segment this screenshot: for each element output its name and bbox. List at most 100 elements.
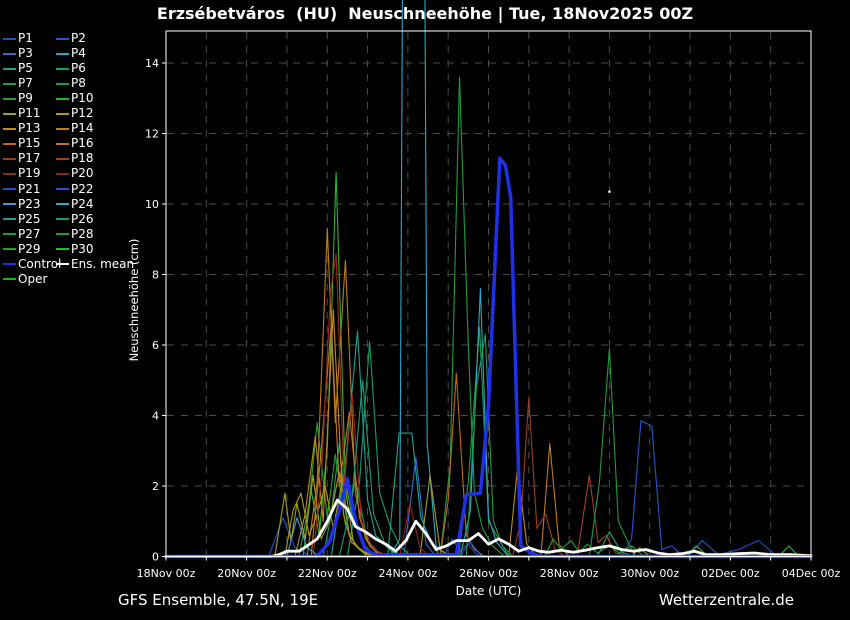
legend-label: P2: [71, 31, 86, 45]
legend-entry-P1: P1: [3, 31, 33, 46]
legend-label: P4: [71, 46, 86, 61]
x-tick-label-28Nov-00z: 28Nov 00z: [540, 567, 599, 580]
series-P11: [165, 471, 812, 558]
series-P29: [165, 538, 812, 558]
legend-label: Control: [18, 256, 62, 271]
series-P24: [165, 288, 812, 558]
legend-swatch-P22: [56, 188, 69, 190]
series-P20: [165, 503, 812, 558]
x-tick-label-26Nov-00z: 26Nov 00z: [459, 567, 518, 580]
legend-label: P13: [18, 121, 41, 136]
legend-label: Oper: [18, 271, 48, 286]
series-P22: [165, 538, 812, 558]
legend-swatch-P11: [3, 112, 16, 115]
legend-label: P30: [71, 241, 94, 256]
series-Control: [164, 156, 813, 559]
series-P21: [165, 543, 812, 558]
legend-label: P27: [18, 226, 41, 241]
y-tick-label-10: 10: [145, 198, 159, 211]
y-tick-label-0: 0: [152, 551, 159, 564]
legend-swatch-Control: [3, 263, 16, 266]
legend-swatch-P26: [56, 218, 69, 221]
x-tick-label-18Nov-00z: 18Nov 00z: [137, 567, 196, 580]
legend-entry-P8: P8: [56, 76, 86, 91]
legend-swatch-P8: [56, 82, 69, 85]
series-P30: [165, 545, 812, 558]
legend-swatch-P14: [56, 127, 69, 130]
series-P10: [165, 171, 812, 558]
legend-swatch-P30: [56, 248, 69, 251]
legend-entry-P30: P30: [56, 242, 94, 257]
x-tick-label-22Nov-00z: 22Nov 00z: [298, 567, 357, 580]
legend-entry-P3: P3: [3, 46, 33, 61]
x-axis-title: Date (UTC): [455, 584, 522, 598]
series-P18: [165, 474, 812, 558]
y-tick-label-6: 6: [152, 339, 159, 352]
legend-label: P15: [18, 136, 41, 151]
series-Ens-mean: [164, 498, 813, 558]
legend-entry-P19: P19: [3, 166, 41, 181]
series-P28: [165, 347, 812, 558]
x-tick-label-04Dec-00z: 04Dec 00z: [782, 567, 841, 580]
y-tick-label-8: 8: [152, 269, 159, 282]
legend-swatch-P29: [3, 248, 16, 251]
x-tick-label-20Nov-00z: 20Nov 00z: [217, 567, 276, 580]
legend-swatch-P23: [3, 203, 16, 206]
legend-entry-P27: P27: [3, 227, 41, 242]
series-P14: [165, 228, 812, 558]
legend-entry-P4: P4: [56, 46, 86, 61]
legend-swatch-P6: [56, 67, 69, 70]
legend-entry-P24: P24: [56, 197, 94, 212]
legend-entry-Control: Control: [3, 257, 61, 272]
legend-label: P3: [18, 46, 33, 61]
legend-label: P7: [18, 76, 33, 91]
legend-swatch-Ens-mean: [56, 263, 69, 266]
series-P12: [165, 474, 812, 558]
legend-entry-P6: P6: [56, 61, 86, 76]
legend-entry-P14: P14: [56, 121, 94, 136]
series-P4: [165, 0, 812, 558]
legend-entry-Ens-mean: Ens. mean: [56, 257, 134, 272]
series-P7: [165, 326, 812, 558]
legend-swatch-P27: [3, 233, 16, 236]
y-axis-title: Neuschneehöhe (cm): [127, 238, 141, 362]
legend-entry-Oper: Oper: [3, 272, 47, 287]
x-tick-label-30Nov-00z: 30Nov 00z: [620, 567, 679, 580]
series-P6: [165, 340, 812, 558]
legend-swatch-P28: [56, 233, 69, 236]
series-P13: [165, 309, 812, 558]
legend-entry-P10: P10: [56, 91, 94, 106]
series-P2: [165, 420, 812, 558]
legend-entry-P21: P21: [3, 182, 41, 197]
legend-swatch-P9: [3, 97, 16, 100]
legend-label: P21: [18, 181, 41, 196]
series-P3: [165, 457, 812, 558]
y-tick-label-2: 2: [152, 480, 159, 493]
legend-swatch-P7: [3, 82, 16, 85]
legend-swatch-P5: [3, 67, 16, 70]
legend-swatch-P4: [56, 52, 69, 55]
legend-swatch-P2: [56, 37, 69, 40]
series-P9: [165, 422, 812, 558]
page-title: Erzsébetváros (HU) Neuschneehöhe | Tue, …: [156, 4, 694, 23]
legend-swatch-P25: [3, 218, 16, 221]
legend-entry-P9: P9: [3, 91, 33, 106]
legend-entry-P28: P28: [56, 227, 94, 242]
legend-entry-P11: P11: [3, 106, 41, 121]
legend-swatch-Oper: [3, 278, 16, 281]
legend-entry-P23: P23: [3, 197, 41, 212]
legend-entry-P13: P13: [3, 121, 41, 136]
legend-label: P18: [71, 151, 94, 166]
legend-swatch-P18: [56, 157, 69, 160]
legend-entry-P18: P18: [56, 151, 94, 166]
legend-entry-P29: P29: [3, 242, 41, 257]
legend-label: P10: [71, 91, 94, 106]
legend-entry-P22: P22: [56, 182, 94, 197]
plot-border: [165, 30, 812, 557]
series-P19: [165, 252, 812, 558]
legend-label: P5: [18, 61, 33, 76]
legend-label: P23: [18, 196, 41, 211]
series-P26: [165, 379, 812, 558]
legend-label: P16: [71, 136, 94, 151]
x-tick-label-02Dec-00z: 02Dec 00z: [701, 567, 760, 580]
